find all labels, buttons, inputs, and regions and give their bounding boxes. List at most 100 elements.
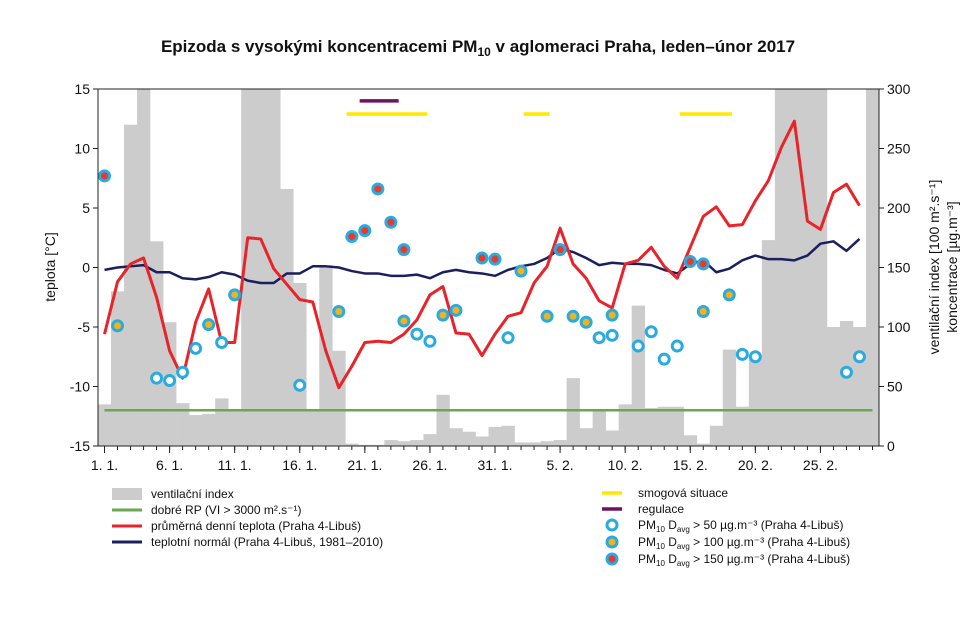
ventilation-bar bbox=[254, 89, 268, 446]
x-tick-label: 5. 2. bbox=[546, 457, 573, 473]
legend-swatch-ventilation bbox=[112, 488, 142, 500]
pm10-above-150-marker bbox=[683, 255, 697, 269]
ventilation-bar bbox=[228, 410, 242, 446]
ventilation-bar bbox=[592, 410, 606, 446]
pm10-above-50-marker bbox=[293, 378, 307, 392]
pm10-above-100-marker bbox=[696, 305, 710, 319]
pm10-above-50-marker bbox=[748, 350, 762, 364]
ventilation-bar bbox=[332, 350, 346, 446]
pm10-above-100-marker bbox=[540, 309, 554, 323]
pm10-above-50-marker bbox=[670, 339, 684, 353]
ventilation-bar bbox=[384, 440, 398, 446]
pm10-above-50-marker bbox=[189, 341, 203, 355]
ventilation-bar bbox=[137, 89, 151, 446]
ventilation-bar bbox=[553, 440, 567, 446]
right-tick-label: 100 bbox=[887, 319, 911, 335]
ventilation-bar bbox=[202, 413, 216, 446]
ventilation-bar bbox=[644, 407, 659, 446]
ventilation-bar bbox=[631, 305, 645, 446]
ventilation-bar bbox=[449, 428, 463, 446]
pm10-above-50-marker bbox=[592, 331, 606, 345]
legend-label: teplotní normál (Praha 4-Libuš, 1981–201… bbox=[151, 535, 383, 549]
pm10-above-150-marker bbox=[397, 243, 411, 257]
ventilation-index-bars bbox=[98, 89, 880, 446]
ventilation-bar bbox=[475, 436, 489, 446]
ventilation-bar bbox=[657, 406, 672, 446]
pm10-above-50-marker bbox=[163, 374, 177, 388]
ventilation-bar bbox=[501, 425, 515, 446]
pm10-above-100-marker bbox=[111, 319, 125, 333]
ventilation-bar bbox=[280, 188, 294, 446]
pm10-above-150-marker bbox=[98, 169, 112, 183]
chart-title: Epizoda s vysokými koncentracemi PM10 v … bbox=[161, 37, 795, 59]
legend: ventilační index dobré RP (VI > 3000 m².s… bbox=[112, 486, 850, 568]
x-tick-label: 1. 1. bbox=[91, 457, 118, 473]
ventilation-bar bbox=[306, 410, 320, 446]
ventilation-bar bbox=[488, 426, 502, 446]
pm10-above-150-marker bbox=[475, 251, 489, 265]
ventilation-bar bbox=[371, 444, 385, 446]
ventilation-bar bbox=[670, 406, 685, 446]
pm10-above-150-marker bbox=[358, 224, 372, 238]
pm10-above-50-marker bbox=[657, 352, 671, 366]
pm10-above-100-marker bbox=[605, 308, 619, 322]
ventilation-bar bbox=[293, 282, 307, 446]
ventilation-bar bbox=[761, 240, 776, 446]
ventilation-bar bbox=[462, 431, 476, 446]
ventilation-bar bbox=[527, 442, 541, 446]
ventilation-bar bbox=[189, 415, 203, 446]
ventilation-bar bbox=[800, 89, 815, 446]
pm10-above-100-marker bbox=[579, 315, 593, 329]
ventilation-bar bbox=[98, 404, 112, 446]
ventilation-bar bbox=[748, 357, 763, 446]
left-axis: 15 10 5 0 -5 -10 -15 bbox=[70, 81, 98, 454]
right-tick-label: 150 bbox=[887, 260, 911, 276]
ventilation-bar bbox=[618, 404, 632, 446]
left-tick-label: -10 bbox=[70, 379, 90, 395]
pm10-above-50-marker bbox=[423, 334, 437, 348]
pm10-above-150-marker bbox=[553, 243, 567, 257]
right-tick-label: 250 bbox=[887, 141, 911, 157]
x-tick-label: 25. 2. bbox=[803, 457, 838, 473]
ventilation-bar bbox=[540, 441, 554, 446]
legend-label: PM10 Davg > 100 µg.m⁻³ (Praha 4-Libuš) bbox=[638, 535, 850, 551]
x-tick-label: 16. 1. bbox=[282, 457, 317, 473]
pm10-above-50-marker bbox=[150, 371, 164, 385]
ventilation-bar bbox=[111, 291, 125, 446]
x-tick-label: 20. 2. bbox=[738, 457, 773, 473]
title-subscript: 10 bbox=[477, 45, 491, 59]
left-tick-label: 5 bbox=[82, 200, 90, 216]
pm10-above-50-marker bbox=[735, 347, 749, 361]
ventilation-bar bbox=[696, 443, 711, 446]
right-tick-label: 0 bbox=[887, 438, 895, 454]
ventilation-bar bbox=[605, 430, 619, 446]
legend-label: regulace bbox=[638, 502, 684, 516]
pm10-above-100-marker bbox=[449, 303, 463, 317]
ventilation-bar bbox=[839, 321, 854, 446]
left-tick-label: -5 bbox=[78, 319, 91, 335]
legend-swatch-pm100 bbox=[605, 535, 619, 549]
left-tick-label: 10 bbox=[74, 141, 90, 157]
legend-label: průměrná denní teplota (Praha 4-Libuš) bbox=[151, 519, 361, 533]
ventilation-bar bbox=[345, 443, 359, 446]
ventilation-bar bbox=[722, 349, 737, 446]
left-tick-label: 0 bbox=[82, 260, 90, 276]
ventilation-bar bbox=[176, 403, 190, 446]
pm10-markers bbox=[98, 169, 866, 392]
pm10-above-150-marker bbox=[371, 182, 385, 196]
pm10-above-100-marker bbox=[566, 309, 580, 323]
pm10-above-50-marker bbox=[176, 365, 190, 379]
x-axis: 1. 1. 6. 1. 11. 1. 16. 1. 21. 1. 26. 1. 31. 1.… bbox=[91, 446, 873, 473]
x-tick-label: 31. 1. bbox=[477, 457, 512, 473]
ventilation-bar bbox=[358, 444, 372, 446]
x-tick-label: 6. 1. bbox=[156, 457, 183, 473]
ventilation-bar bbox=[579, 428, 593, 446]
mean-temperature-line bbox=[103, 119, 861, 390]
ventilation-bar bbox=[709, 425, 724, 446]
ventilation-bar bbox=[865, 89, 880, 446]
right-tick-label: 50 bbox=[887, 379, 903, 395]
ventilation-bar bbox=[813, 89, 828, 446]
legend-label: PM10 Davg > 150 µg.m⁻³ (Praha 4-Libuš) bbox=[638, 552, 850, 568]
mean-temperature-series bbox=[103, 119, 861, 390]
